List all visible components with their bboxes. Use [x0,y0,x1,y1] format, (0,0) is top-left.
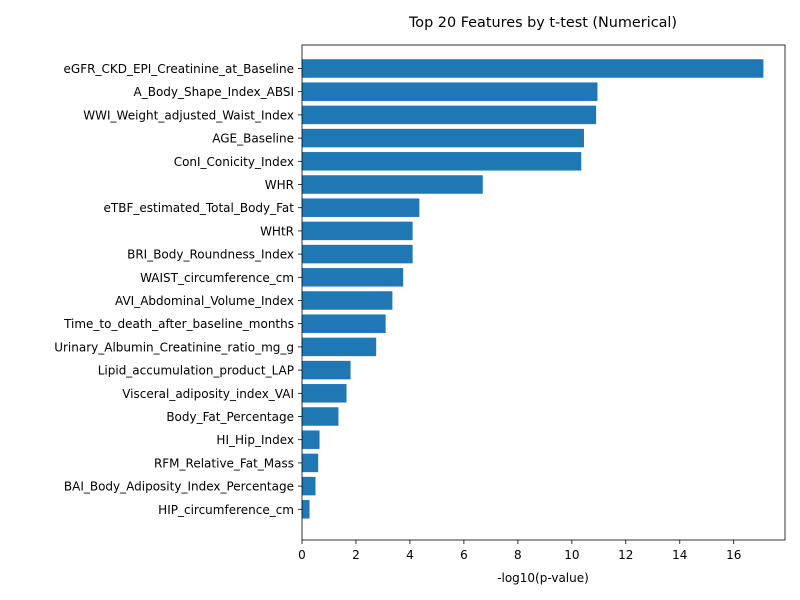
y-tick-label: BRI_Body_Roundness_Index [127,248,294,262]
bar [302,221,413,241]
y-tick-label: eTBF_estimated_Total_Body_Fat [104,201,295,215]
x-tick-label: 8 [514,548,522,562]
bar [302,360,351,380]
y-tick-label: Lipid_accumulation_product_LAP [98,364,294,378]
bar [302,152,582,171]
bar [302,82,598,101]
y-tick-label: WHtR [260,224,294,238]
chart-title: Top 20 Features by t-test (Numerical) [408,15,677,31]
x-tick-label: 16 [726,548,741,562]
x-tick-label: 2 [352,548,360,562]
bars-group [302,59,764,519]
x-tick-label: 6 [460,548,468,562]
x-tick-label: 4 [406,548,414,562]
bar [302,430,320,449]
y-tick-label: Urinary_Albumin_Creatinine_ratio_mg_g [54,340,294,354]
y-tick-label: ConI_Conicity_Index [174,155,294,169]
bar [302,291,393,310]
y-tick-label: Time_to_death_after_baseline_months [63,317,294,331]
x-tick-label: 0 [298,548,306,562]
y-tick-label: HIP_circumference_cm [158,503,294,517]
y-tick-label: HI_Hip_Index [216,433,294,447]
bar [302,384,347,403]
bar [302,105,597,125]
y-tick-label: WWI_Weight_adjusted_Waist_Index [83,108,294,122]
x-tick-label: 10 [564,548,579,562]
bar [302,407,339,426]
y-tick-label: A_Body_Shape_Index_ABSI [134,85,295,99]
bar [302,244,413,264]
x-tick-label: 12 [618,548,633,562]
y-tick-label: eGFR_CKD_EPI_Creatinine_at_Baseline [64,62,294,76]
bar [302,453,319,473]
x-axis-label: -log10(p-value) [497,571,589,585]
y-tick-label: WHR [265,178,294,192]
bar [302,476,316,496]
bar [302,314,386,333]
x-axis-ticks: 0 2 4 6 8 10 12 14 16 [298,540,741,562]
y-tick-label: AGE_Baseline [212,132,294,146]
plot-area-frame [301,44,786,541]
y-tick-label: BAI_Body_Adiposity_Index_Percentage [64,480,294,494]
bar [302,198,420,217]
x-tick-label: 14 [672,548,687,562]
y-tick-label: Visceral_adiposity_index_VAI [122,387,294,401]
y-tick-label: AVI_Abdominal_Volume_Index [115,294,294,308]
y-tick-label: Body_Fat_Percentage [166,410,294,424]
bar [302,337,377,357]
y-tick-label: RFM_Relative_Fat_Mass [154,456,294,470]
bar [302,175,483,194]
y-tick-label: WAIST_circumference_cm [140,271,294,285]
bar [302,268,404,287]
bar [302,128,584,148]
bar [302,59,764,78]
y-axis-ticks: eGFR_CKD_EPI_Creatinine_at_Baseline A_Bod… [54,62,302,517]
bar [302,500,310,519]
